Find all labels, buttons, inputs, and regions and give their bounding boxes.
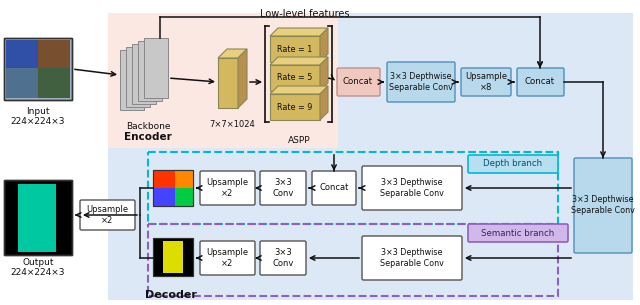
- Bar: [18, 184, 56, 252]
- Text: Semantic branch: Semantic branch: [481, 228, 555, 238]
- Text: 3×3 Depthwise
Separable Conv: 3×3 Depthwise Separable Conv: [389, 72, 453, 92]
- FancyBboxPatch shape: [80, 200, 135, 230]
- Polygon shape: [270, 86, 328, 94]
- Text: Backbone: Backbone: [125, 122, 170, 131]
- Polygon shape: [320, 28, 328, 62]
- FancyBboxPatch shape: [362, 166, 462, 210]
- FancyBboxPatch shape: [461, 68, 511, 96]
- Bar: [120, 50, 144, 110]
- Bar: [148, 224, 558, 296]
- Bar: [138, 41, 162, 101]
- Text: Concat: Concat: [319, 184, 349, 192]
- FancyBboxPatch shape: [260, 241, 306, 275]
- Bar: [175, 188, 193, 206]
- Polygon shape: [320, 57, 328, 91]
- Text: Upsample
×8: Upsample ×8: [465, 72, 507, 92]
- Bar: [175, 170, 193, 188]
- Text: Concat: Concat: [525, 77, 555, 87]
- Text: Upsample
×2: Upsample ×2: [206, 178, 248, 198]
- Text: Input
224×224×3: Input 224×224×3: [11, 107, 65, 126]
- Bar: [6, 68, 38, 98]
- Bar: [4, 180, 72, 255]
- Bar: [38, 68, 70, 98]
- Bar: [144, 38, 168, 98]
- Polygon shape: [238, 49, 247, 108]
- Bar: [108, 13, 338, 148]
- Text: Output
224×224×3: Output 224×224×3: [11, 258, 65, 278]
- FancyBboxPatch shape: [362, 236, 462, 280]
- Text: Depth branch: Depth branch: [483, 160, 543, 168]
- Bar: [108, 148, 633, 300]
- FancyBboxPatch shape: [260, 171, 306, 205]
- Text: Concat: Concat: [343, 77, 373, 87]
- Bar: [153, 170, 193, 206]
- FancyBboxPatch shape: [200, 171, 255, 205]
- FancyBboxPatch shape: [468, 155, 558, 173]
- Bar: [6, 40, 38, 68]
- Bar: [126, 47, 150, 107]
- Text: Decoder: Decoder: [145, 290, 197, 300]
- FancyBboxPatch shape: [387, 62, 455, 102]
- Bar: [153, 238, 193, 276]
- Text: 3×3 Depthwise
Separable Conv: 3×3 Depthwise Separable Conv: [380, 178, 444, 198]
- FancyBboxPatch shape: [312, 171, 356, 205]
- Text: Rate = 9: Rate = 9: [277, 102, 313, 112]
- Bar: [163, 241, 183, 273]
- Bar: [38, 40, 70, 68]
- Polygon shape: [270, 57, 328, 65]
- FancyBboxPatch shape: [517, 68, 564, 96]
- Text: ASPP: ASPP: [288, 136, 310, 145]
- Bar: [4, 180, 72, 255]
- Polygon shape: [320, 86, 328, 120]
- Text: 3×3 Depthwise
Separable Conv: 3×3 Depthwise Separable Conv: [380, 248, 444, 268]
- Bar: [218, 58, 238, 108]
- Bar: [153, 170, 193, 206]
- Bar: [270, 94, 320, 120]
- Polygon shape: [218, 49, 247, 58]
- FancyBboxPatch shape: [574, 158, 632, 253]
- FancyBboxPatch shape: [200, 241, 255, 275]
- Text: Encoder: Encoder: [124, 132, 172, 142]
- Bar: [132, 44, 156, 104]
- Text: 7×7×1024: 7×7×1024: [209, 120, 255, 129]
- Text: Low-level features: Low-level features: [260, 9, 349, 19]
- Bar: [270, 65, 320, 91]
- Bar: [148, 152, 558, 224]
- Polygon shape: [270, 28, 328, 36]
- Bar: [4, 38, 72, 100]
- Bar: [153, 188, 175, 206]
- Text: Upsample
×2: Upsample ×2: [86, 205, 128, 225]
- Text: Rate = 5: Rate = 5: [277, 74, 313, 82]
- Text: Rate = 1: Rate = 1: [277, 45, 312, 53]
- FancyBboxPatch shape: [337, 68, 380, 96]
- Bar: [4, 38, 72, 100]
- Text: Upsample
×2: Upsample ×2: [206, 248, 248, 268]
- Bar: [338, 13, 633, 148]
- Text: 3×3 Depthwise
Separable Conv: 3×3 Depthwise Separable Conv: [571, 195, 635, 215]
- Text: 3×3
Conv: 3×3 Conv: [272, 248, 294, 268]
- Text: 3×3
Conv: 3×3 Conv: [272, 178, 294, 198]
- Bar: [153, 238, 193, 276]
- FancyBboxPatch shape: [468, 224, 568, 242]
- Bar: [153, 170, 175, 188]
- Bar: [270, 36, 320, 62]
